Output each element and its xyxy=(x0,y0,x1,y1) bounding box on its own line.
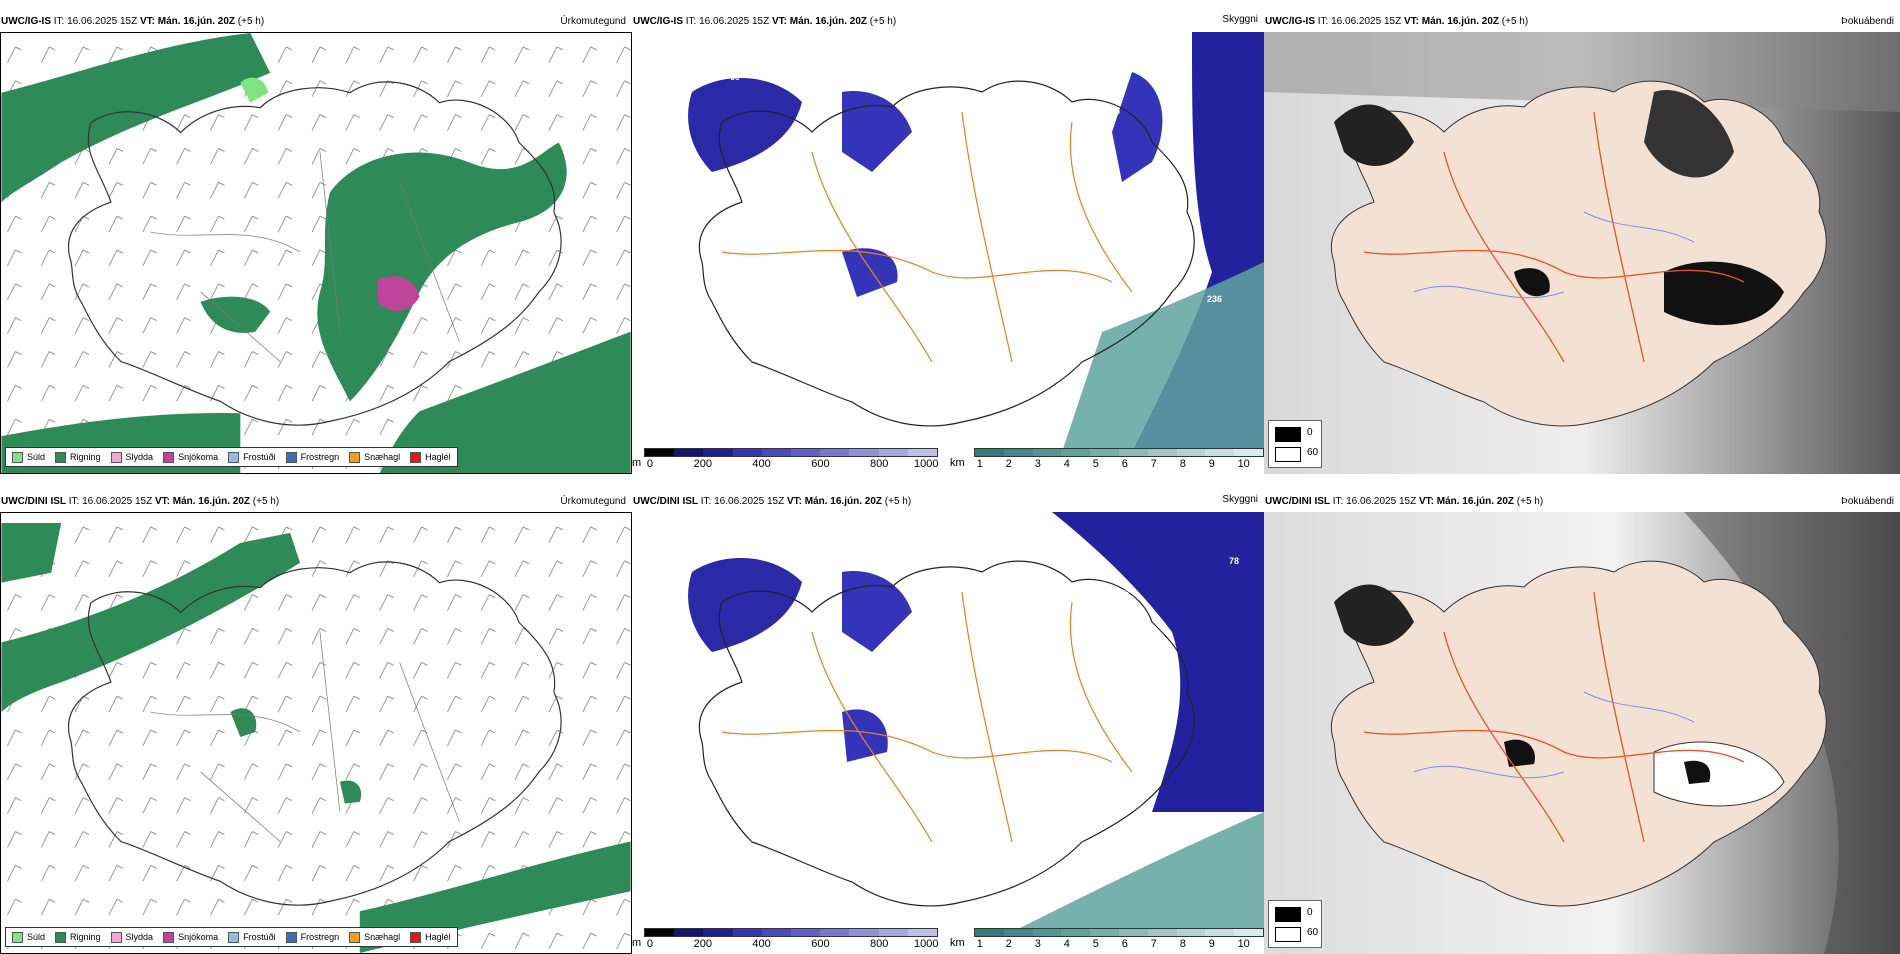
precip-map[interactable]: Súld Rigning Slydda Snjókoma Frostúði Fr… xyxy=(0,32,632,474)
legend-item: Slydda xyxy=(110,931,153,943)
legend-item: Frostregn xyxy=(285,451,339,463)
legend-item: Súld xyxy=(12,451,45,463)
panel-title: UWC/IG-IS IT: 16.06.2025 15Z VT: Mán. 16… xyxy=(1265,16,1529,27)
cloud-base-label: 87 xyxy=(1120,588,1130,598)
cloud-base-label: 236 xyxy=(1207,294,1222,304)
legend-item: Haglél xyxy=(410,931,451,943)
legend-item: Slydda xyxy=(110,451,153,463)
visibility-map-canvas: 69 94 236 xyxy=(632,32,1264,474)
precip-legend: Súld Rigning Slydda Snjókoma Frostúði Fr… xyxy=(5,447,458,467)
panel-title: UWC/DINI ISL IT: 16.06.2025 15Z VT: Mán.… xyxy=(1265,496,1544,507)
height-colorbar: m 0 200 400 600 800 1000 xyxy=(632,448,938,470)
legend-item: Súld xyxy=(12,931,45,943)
visibility-map-canvas: 78 87 186 xyxy=(632,512,1264,954)
visibility-colorbar: km 1 2 3 4 5 6 7 8 9 10 xyxy=(950,928,1264,950)
fog-panel-row2: UWC/DINI ISL IT: 16.06.2025 15Z VT: Mán.… xyxy=(1264,494,1900,954)
panel-title: UWC/IG-IS IT: 16.06.2025 15Z VT: Mán. 16… xyxy=(1,16,265,27)
cloud-base-label: 94 xyxy=(1110,106,1120,116)
cloud-base-label: 78 xyxy=(1229,556,1239,566)
legend-item: Rigning xyxy=(55,451,101,463)
variable-name: Skyggni xyxy=(1222,14,1258,25)
fog-map[interactable]: 0 60 xyxy=(1264,32,1900,474)
panel-title: UWC/IG-IS IT: 16.06.2025 15Z VT: Mán. 16… xyxy=(633,16,897,27)
cloud-base-label: 69 xyxy=(730,72,740,82)
legend-item: Rigning xyxy=(55,931,101,943)
fog-map[interactable]: 0 60 xyxy=(1264,512,1900,954)
variable-name: Úrkomutegund xyxy=(560,16,626,27)
fog-legend: 0 60 xyxy=(1268,420,1322,468)
legend-item: Frostúði xyxy=(228,451,276,463)
panel-title: UWC/DINI ISL IT: 16.06.2025 15Z VT: Mán.… xyxy=(1,496,280,507)
legend-item: Snæhagl xyxy=(349,451,400,463)
variable-name: Úrkomutegund xyxy=(560,496,626,507)
panel-title: UWC/DINI ISL IT: 16.06.2025 15Z VT: Mán.… xyxy=(633,496,912,507)
fog-map-canvas xyxy=(1264,32,1900,474)
precip-panel-row2: UWC/DINI ISL IT: 16.06.2025 15Z VT: Mán.… xyxy=(0,494,632,954)
variable-name: Skyggni xyxy=(1222,494,1258,505)
fog-legend: 0 60 xyxy=(1268,900,1322,948)
legend-item: Snæhagl xyxy=(349,931,400,943)
legend-item: Haglél xyxy=(410,451,451,463)
precip-legend: Súld Rigning Slydda Snjókoma Frostúði Fr… xyxy=(5,927,458,947)
visibility-panel-row2: UWC/DINI ISL IT: 16.06.2025 15Z VT: Mán.… xyxy=(632,494,1264,954)
precip-map-canvas xyxy=(1,33,631,473)
visibility-colorbar: km 1 2 3 4 5 6 7 8 9 10 xyxy=(950,448,1264,470)
legend-item: Snjókoma xyxy=(163,931,218,943)
variable-name: Þokuábendi xyxy=(1841,16,1894,27)
height-colorbar: m 0 200 400 600 800 1000 xyxy=(632,928,938,950)
height-unit: m xyxy=(632,937,642,949)
visibility-unit: km xyxy=(950,457,965,469)
precip-panel-row1: UWC/IG-IS IT: 16.06.2025 15Z VT: Mán. 16… xyxy=(0,14,632,474)
legend-item: Frostregn xyxy=(285,931,339,943)
precip-map-canvas xyxy=(1,513,631,953)
visibility-unit: km xyxy=(950,937,965,949)
visibility-panel-row1: UWC/IG-IS IT: 16.06.2025 15Z VT: Mán. 16… xyxy=(632,14,1264,474)
legend-item: Frostúði xyxy=(228,931,276,943)
cloud-base-label: 186 xyxy=(1116,864,1131,874)
variable-name: Þokuábendi xyxy=(1841,496,1894,507)
height-unit: m xyxy=(632,457,642,469)
fog-panel-row1: UWC/IG-IS IT: 16.06.2025 15Z VT: Mán. 16… xyxy=(1264,14,1900,474)
precip-map[interactable]: Súld Rigning Slydda Snjókoma Frostúði Fr… xyxy=(0,512,632,954)
fog-map-canvas xyxy=(1264,512,1900,954)
legend-item: Snjókoma xyxy=(163,451,218,463)
